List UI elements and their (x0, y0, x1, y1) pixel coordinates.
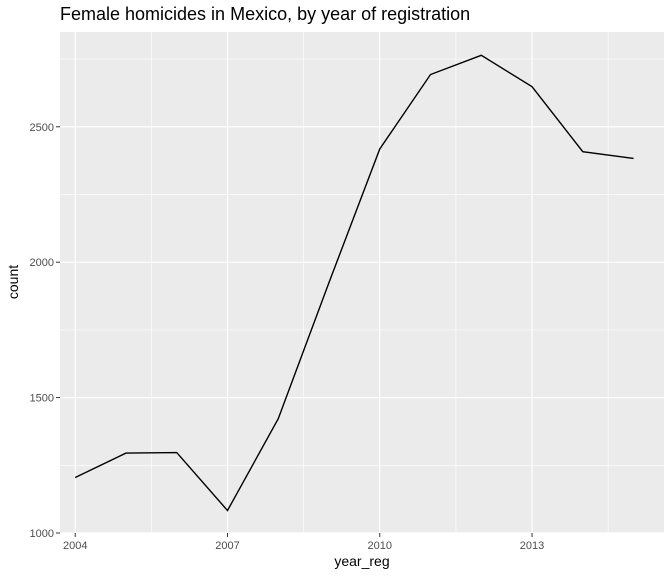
x-tick-label: 2013 (520, 540, 544, 552)
plot-panel (60, 32, 664, 533)
y-tick-label: 1500 (30, 393, 54, 405)
x-axis-title: year_reg (334, 553, 389, 569)
x-tick-label: 2004 (63, 540, 87, 552)
x-tick-label: 2010 (368, 540, 392, 552)
x-axis: 2004 2007 2010 2013 (63, 533, 544, 552)
grid-major (60, 32, 664, 534)
y-axis: 1000 1500 2000 2500 (30, 122, 60, 540)
y-axis-title: count (5, 265, 21, 299)
x-tick-label: 2007 (215, 540, 239, 552)
y-tick-label: 2000 (30, 257, 54, 269)
y-tick-label: 1000 (30, 528, 54, 540)
y-tick-label: 2500 (30, 122, 54, 134)
chart-title: Female homicides in Mexico, by year of r… (60, 4, 470, 24)
series-line (74, 54, 634, 512)
